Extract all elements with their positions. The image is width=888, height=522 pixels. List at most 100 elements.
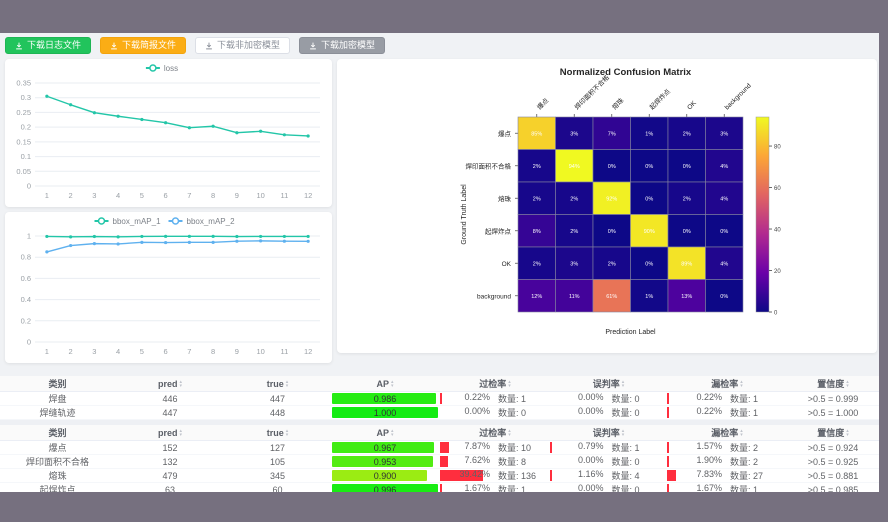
svg-text:0%: 0% <box>608 229 616 235</box>
left-chart-column: 0 0.05 0.1 0.15 0.2 0.25 0.3 0.35 1 2 3 4 5 6 7 8 9 10 11 1… <box>5 59 332 363</box>
true-cell: 448 <box>225 405 330 420</box>
sort-icon[interactable]: ▴ ▾ <box>285 427 289 438</box>
svg-text:3%: 3% <box>570 131 578 137</box>
table-header-row: 类别 pred ▴ ▾ true ▴ ▾ AP ▴ ▾ 过检率 ▴ ▾ 误判率 ▴ ▾ 漏检率 ▴ ▾ 置信度 ▴ ▾ <box>0 425 879 441</box>
sort-icon[interactable]: ▴ ▾ <box>508 378 511 389</box>
sort-icon[interactable]: ▴ ▾ <box>391 378 394 389</box>
svg-text:2%: 2% <box>570 229 578 235</box>
svg-text:3%: 3% <box>570 261 578 267</box>
column-header-过检率[interactable]: 过检率 ▴ ▾ <box>440 425 550 441</box>
table-row: 焊印面积不合格 132 105 0.953 7.62% 数量: 8 0.00% 数量: 0 1.… <box>0 454 879 469</box>
confusion-matrix-card: Normalized Confusion Matrix 爆点 焊印面积不合格 熔珠 起焊… <box>337 59 877 353</box>
rate-cell: 0.79% 数量: 1 <box>550 440 667 455</box>
svg-text:bbox_mAP_2: bbox_mAP_2 <box>187 217 236 226</box>
pred-cell: 132 <box>115 454 225 469</box>
sort-icon[interactable]: ▴ ▾ <box>621 427 625 438</box>
download-icon <box>15 42 23 50</box>
sort-icon[interactable]: ▴ ▾ <box>179 378 183 389</box>
sort-icon[interactable]: ▴ ▾ <box>285 378 289 389</box>
confidence-cell: >0.5 = 0.924 <box>787 440 879 455</box>
confidence-cell: >0.5 = 0.999 <box>787 391 879 406</box>
sort-icon[interactable]: ▴ ▾ <box>391 427 394 438</box>
rate-bar <box>440 484 442 492</box>
svg-text:90%: 90% <box>644 229 655 235</box>
column-header-AP[interactable]: AP ▴ ▾ <box>330 425 440 441</box>
column-label: true <box>266 378 284 389</box>
svg-text:loss: loss <box>164 64 178 73</box>
svg-text:40: 40 <box>774 228 781 234</box>
svg-text:3: 3 <box>92 347 96 356</box>
pred-cell: 479 <box>115 468 225 483</box>
sort-icon[interactable]: ▴ ▾ <box>179 427 183 438</box>
svg-text:7: 7 <box>187 191 191 200</box>
svg-text:61%: 61% <box>606 294 617 300</box>
column-header-误判率[interactable]: 误判率 ▴ ▾ <box>550 376 667 392</box>
pred-cell: 63 <box>115 482 225 492</box>
sort-icon[interactable]: ▴ ▾ <box>846 427 849 438</box>
svg-text:8: 8 <box>211 191 215 200</box>
download-report-label: 下载简报文件 <box>122 40 177 50</box>
rate-bar <box>667 470 677 481</box>
svg-text:3: 3 <box>92 191 96 200</box>
loss-chart: 00.050.10.150.20.250.30.351 2 3 4 5 6 7 8 9 10 11 1… <box>16 64 320 200</box>
column-header-误判率[interactable]: 误判率 ▴ ▾ <box>550 425 667 441</box>
ap-bar <box>332 442 435 453</box>
ap-value: 0.996 <box>373 484 397 493</box>
download-unencrypted-model-button[interactable]: 下载非加密模型 <box>195 37 291 54</box>
svg-text:2%: 2% <box>683 131 691 137</box>
svg-text:89%: 89% <box>681 261 692 267</box>
column-header-漏检率[interactable]: 漏检率 ▴ ▾ <box>667 425 787 441</box>
column-header-漏检率[interactable]: 漏检率 ▴ ▾ <box>667 376 787 392</box>
column-header-AP[interactable]: AP ▴ ▾ <box>330 376 440 392</box>
svg-text:0.2: 0.2 <box>21 123 31 132</box>
column-header-置信度[interactable]: 置信度 ▴ ▾ <box>787 425 879 441</box>
column-label: pred <box>157 427 178 438</box>
svg-text:3%: 3% <box>720 131 728 137</box>
svg-text:焊印面积不合格: 焊印面积不合格 <box>572 73 611 112</box>
column-header-置信度[interactable]: 置信度 ▴ ▾ <box>787 376 879 392</box>
svg-text:10: 10 <box>256 191 264 200</box>
svg-text:10: 10 <box>256 347 264 356</box>
confidence-cell: >0.5 = 1.000 <box>787 405 879 420</box>
rate-bar <box>440 442 449 453</box>
class-cell: 焊印面积不合格 <box>0 454 115 469</box>
rate-cell: 0.22% 数量: 1 <box>667 405 787 420</box>
sort-icon[interactable]: ▴ ▾ <box>846 378 849 389</box>
column-header-true[interactable]: true ▴ ▾ <box>225 376 330 392</box>
svg-text:85%: 85% <box>531 131 542 137</box>
charts-row: 0 0.05 0.1 0.15 0.2 0.25 0.3 0.35 1 2 3 4 5 6 7 8 9 10 11 1… <box>5 59 877 363</box>
sort-icon[interactable]: ▴ ▾ <box>508 427 511 438</box>
download-icon <box>309 42 317 50</box>
svg-text:0.6: 0.6 <box>21 274 31 283</box>
svg-text:2%: 2% <box>683 196 691 202</box>
download-encrypted-model-button[interactable]: 下载加密模型 <box>299 37 386 54</box>
svg-text:1: 1 <box>27 232 31 241</box>
column-header-pred[interactable]: pred ▴ ▾ <box>115 425 225 441</box>
svg-text:0%: 0% <box>645 261 653 267</box>
column-header-过检率[interactable]: 过检率 ▴ ▾ <box>440 376 550 392</box>
column-header-true[interactable]: true ▴ ▾ <box>225 425 330 441</box>
svg-text:11: 11 <box>280 347 288 356</box>
map-chart-card: 0 0.2 0.4 0.6 0.8 1 1 2 3 4 5 6 7 8 9 10 11 12 bbox_mAP_1 b… <box>5 212 332 363</box>
svg-text:1%: 1% <box>645 294 653 300</box>
download-report-button[interactable]: 下载简报文件 <box>100 37 187 54</box>
class-cell: 爆点 <box>0 440 115 455</box>
download-log-label: 下载日志文件 <box>27 40 82 50</box>
ap-cell: 0.986 <box>330 391 440 406</box>
column-header-pred[interactable]: pred ▴ ▾ <box>115 376 225 392</box>
rate-cell: 0.00% 数量: 0 <box>550 405 667 420</box>
confidence-cell: >0.5 = 0.985 <box>787 482 879 492</box>
svg-text:0: 0 <box>27 182 31 191</box>
sort-icon[interactable]: ▴ ▾ <box>740 427 743 438</box>
svg-text:8: 8 <box>211 347 215 356</box>
rate-bar <box>667 484 669 492</box>
svg-text:0.35: 0.35 <box>16 79 31 88</box>
sort-icon[interactable]: ▴ ▾ <box>740 378 743 389</box>
sort-icon[interactable]: ▴ ▾ <box>621 378 625 389</box>
download-log-button[interactable]: 下载日志文件 <box>5 37 92 54</box>
ap-value: 0.986 <box>373 393 397 404</box>
svg-text:4%: 4% <box>720 196 728 202</box>
rate-cell: 1.16% 数量: 4 <box>550 468 667 483</box>
metrics-tables: 类别 pred ▴ ▾ true ▴ ▾ AP ▴ ▾ 过检率 ▴ ▾ 误判率 ▴ ▾ 漏检率 ▴ ▾ 置信度 ▴ ▾ 焊… <box>0 376 879 492</box>
